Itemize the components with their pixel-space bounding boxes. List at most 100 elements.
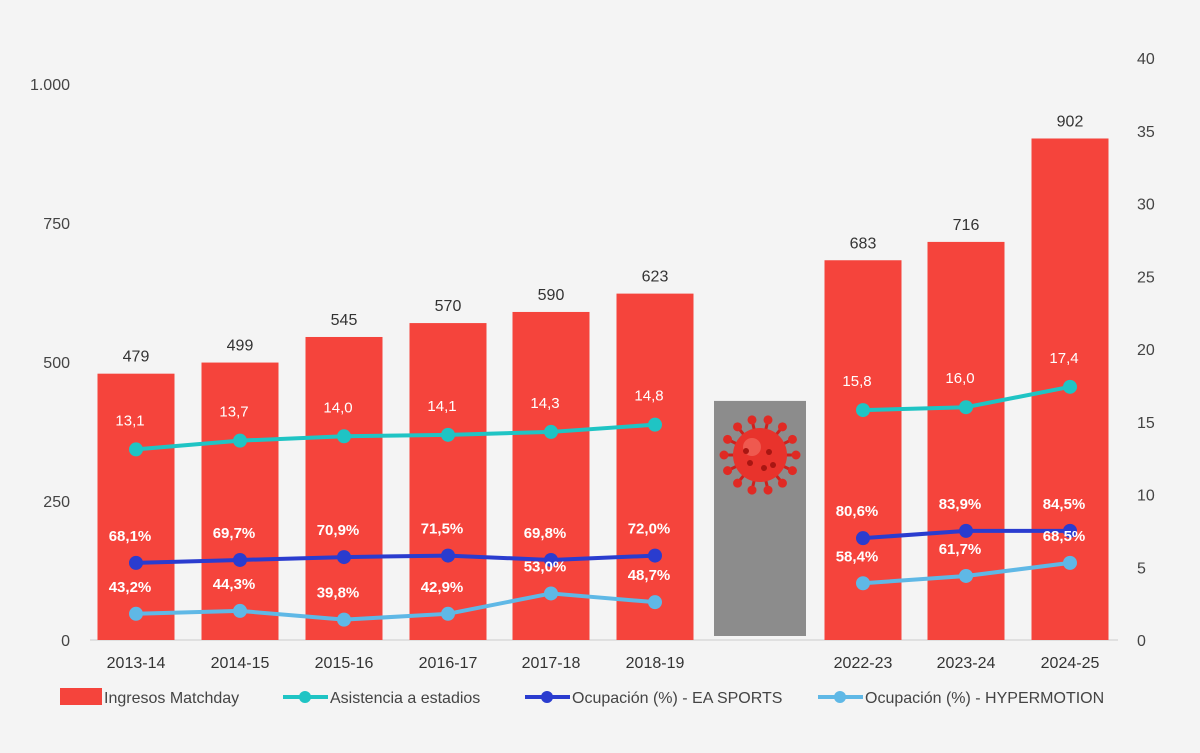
line-ocupaci-n-hypermotion <box>135 591 656 622</box>
virus-spike-tip <box>763 485 773 495</box>
line-value-label: 83,9% <box>939 496 982 513</box>
line-point <box>648 417 662 432</box>
virus-dot <box>761 465 767 471</box>
line-value-label: 44,3% <box>213 576 256 593</box>
virus-spike-tip <box>719 450 729 460</box>
line-point <box>648 548 662 563</box>
line-value-label: 13,7 <box>219 404 248 421</box>
left-axis-tick-label: 500 <box>43 355 70 372</box>
line-point <box>648 595 662 610</box>
bar-value-label: 570 <box>435 298 462 315</box>
line-point <box>129 555 143 570</box>
bar-value-label: 716 <box>953 217 980 234</box>
legend-swatch-marker <box>541 691 553 703</box>
line-point <box>129 442 143 457</box>
legend-label: Ocupación (%) - EA SPORTS <box>572 690 782 707</box>
line-value-label: 84,5% <box>1043 496 1086 513</box>
legend-label: Asistencia a estadios <box>330 690 480 707</box>
legend-swatch-marker <box>834 691 846 703</box>
legend-swatch-marker <box>299 691 311 703</box>
virus-spike-tip <box>777 422 787 432</box>
line-value-label: 39,8% <box>317 585 360 602</box>
line-value-label: 13,1 <box>115 412 144 429</box>
line-ocupaci-n-ea-sports <box>135 553 656 565</box>
line-point <box>856 576 870 591</box>
line-point <box>544 552 558 567</box>
line-value-label: 69,8% <box>524 525 567 542</box>
axes: 0 250 500 750 1.000 0 5 10 15 20 25 30 35 40 2013-14 20… <box>30 51 1155 672</box>
line-point <box>1063 555 1077 570</box>
virus-spike-tip <box>791 450 801 460</box>
left-axis-tick-label: 750 <box>43 216 70 233</box>
line-value-label: 43,2% <box>109 579 152 596</box>
virus-spike-tip <box>723 466 733 476</box>
legend-label: Ocupación (%) - HYPERMOTION <box>865 690 1104 707</box>
line-value-label: 14,0 <box>323 399 352 416</box>
line-value-label: 80,6% <box>836 503 879 520</box>
line-point <box>233 552 247 567</box>
bar-ingresos-matchday <box>512 311 590 640</box>
line-point <box>544 586 558 601</box>
x-axis-category-label: 2016-17 <box>419 655 478 672</box>
line-value-label: 71,5% <box>421 521 464 538</box>
virus-spike-tip <box>733 478 743 488</box>
line-point <box>233 603 247 618</box>
right-axis-tick-label: 35 <box>1137 124 1155 141</box>
line-point <box>959 523 973 538</box>
line-point <box>337 429 351 444</box>
line-point <box>233 433 247 448</box>
right-axis-tick-label: 0 <box>1137 633 1146 650</box>
line-point <box>544 424 558 439</box>
line-value-label: 53,0% <box>524 558 567 575</box>
virus-dot <box>770 462 776 468</box>
virus-spike-tip <box>747 485 757 495</box>
line-value-label: 61,7% <box>939 541 982 558</box>
virus-spike-tip <box>733 422 743 432</box>
bar-value-label: 902 <box>1057 113 1084 130</box>
line-value-label: 15,8 <box>842 373 871 390</box>
virus-spike-tip <box>787 434 797 444</box>
line-point <box>129 606 143 621</box>
bar-ingresos-matchday <box>305 336 383 640</box>
bar-value-label: 683 <box>850 235 877 252</box>
right-axis-tick-label: 10 <box>1137 488 1155 505</box>
line-point <box>441 606 455 621</box>
right-axis-tick-label: 25 <box>1137 269 1155 286</box>
virus-icon <box>719 415 801 495</box>
virus-dot <box>743 448 749 454</box>
right-axis-tick-label: 40 <box>1137 51 1155 68</box>
line-value-label: 42,9% <box>421 579 464 596</box>
data-labels: 479 499 545 570 590 623 683 716 902 13,1 13,7 14,0 1… <box>109 113 1086 601</box>
x-axis-category-label: 2018-19 <box>626 655 685 672</box>
line-asistencia-a-estadios <box>135 422 656 452</box>
x-axis-category-label: 2017-18 <box>522 655 581 672</box>
line-point <box>959 400 973 415</box>
line-value-label: 14,8 <box>634 388 663 405</box>
bar-value-label: 545 <box>331 312 358 329</box>
line-value-label: 17,4 <box>1049 350 1078 367</box>
virus-spike-tip <box>747 415 757 425</box>
x-axis-category-label: 2024-25 <box>1041 655 1100 672</box>
line-point <box>1063 523 1077 538</box>
virus-spike-tip <box>763 415 773 425</box>
virus-spike-tip <box>723 434 733 444</box>
line-value-label: 14,1 <box>427 398 456 415</box>
virus-dot <box>747 460 753 466</box>
bar-ingresos-matchday <box>97 373 175 640</box>
line-value-label: 68,5% <box>1043 528 1086 545</box>
x-axis-category-label: 2015-16 <box>315 655 374 672</box>
left-axis-tick-label: 1.000 <box>30 77 70 94</box>
bar-value-label: 590 <box>538 287 565 304</box>
line-point <box>441 427 455 442</box>
x-axis-category-label: 2014-15 <box>211 655 270 672</box>
line-value-label: 72,0% <box>628 521 671 538</box>
line-point <box>337 612 351 627</box>
legend: Ingresos Matchday Asistencia a estadios Oc… <box>60 688 1104 707</box>
line-value-label: 16,0 <box>945 370 974 387</box>
bar-ingresos-matchday <box>201 362 279 640</box>
legend-swatch-bar <box>60 688 102 705</box>
line-value-label: 69,7% <box>213 525 256 542</box>
bar-ingresos-matchday <box>616 293 694 640</box>
bar-value-label: 623 <box>642 269 669 286</box>
line-point <box>856 531 870 546</box>
